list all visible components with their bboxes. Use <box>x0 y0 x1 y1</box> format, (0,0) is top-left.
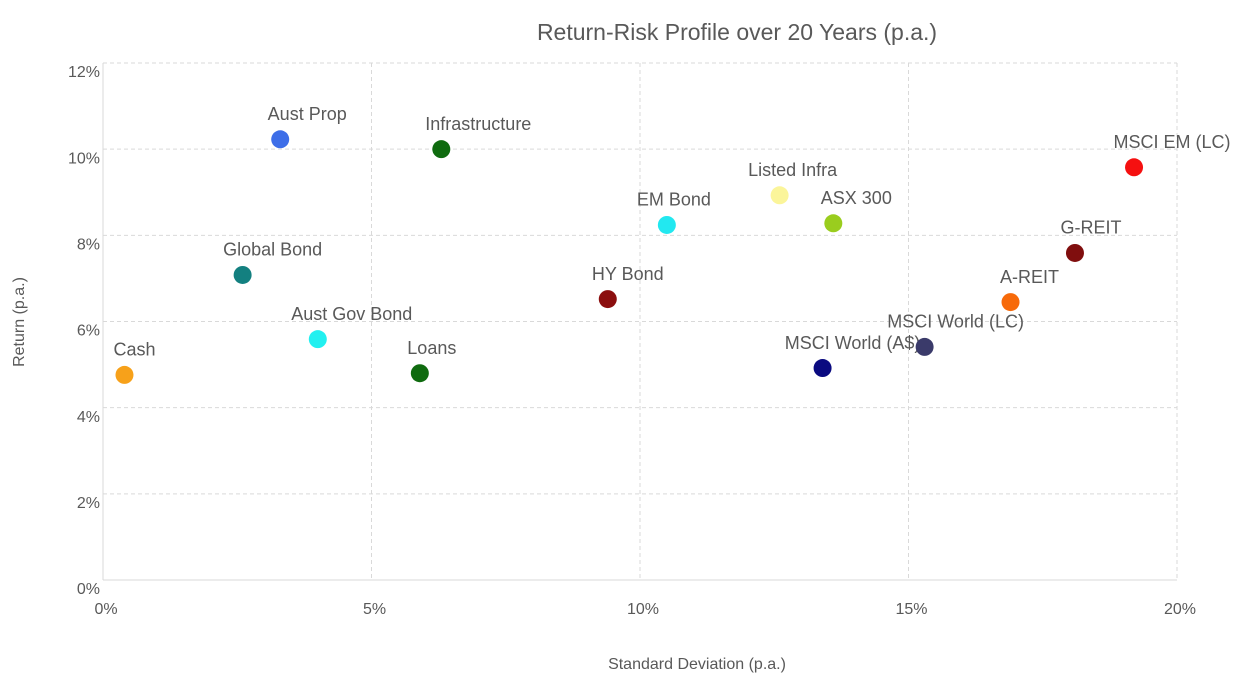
point-label: MSCI EM (LC) <box>1114 132 1231 152</box>
point <box>915 337 934 356</box>
point <box>598 290 617 309</box>
point <box>657 215 676 234</box>
x-tick-label: 0% <box>94 601 117 618</box>
y-tick-label: 6% <box>77 323 100 340</box>
point <box>824 214 843 233</box>
point-label: HY Bond <box>592 264 664 284</box>
point <box>271 130 290 149</box>
y-tick-label: 10% <box>68 150 100 167</box>
point <box>770 186 789 205</box>
point-label: A-REIT <box>1000 267 1059 287</box>
point-label: ASX 300 <box>821 188 892 208</box>
point <box>233 265 252 284</box>
x-tick-label: 5% <box>363 601 386 618</box>
point <box>308 330 327 349</box>
point <box>410 364 429 383</box>
point-label: Aust Gov Bond <box>291 304 412 324</box>
point-label: EM Bond <box>637 190 711 210</box>
point <box>115 365 134 384</box>
point <box>1001 293 1020 312</box>
point <box>432 140 451 159</box>
y-tick-label: 8% <box>77 237 100 254</box>
y-tick-label: 2% <box>77 495 100 512</box>
point <box>1125 158 1144 177</box>
x-tick-label: 15% <box>895 601 927 618</box>
x-tick-label: 20% <box>1164 601 1196 618</box>
chart-title: Return-Risk Profile over 20 Years (p.a.) <box>537 19 937 45</box>
point <box>1065 243 1084 262</box>
point-label: Listed Infra <box>748 160 838 180</box>
x-axis-title: Standard Deviation (p.a.) <box>608 656 786 673</box>
point-label: MSCI World (A$) <box>785 333 921 353</box>
point-label: Infrastructure <box>425 114 531 134</box>
point-label: Loans <box>407 338 456 358</box>
y-tick-label: 4% <box>77 409 100 426</box>
y-tick-label: 0% <box>77 581 100 598</box>
point <box>813 359 832 378</box>
point-label: MSCI World (LC) <box>887 312 1024 332</box>
y-axis-title: Return (p.a.) <box>11 277 28 367</box>
point-label: Cash <box>113 340 155 360</box>
point-label: Global Bond <box>223 240 322 260</box>
point-label: Aust Prop <box>268 104 347 124</box>
point-label: G-REIT <box>1060 218 1121 238</box>
x-tick-label: 10% <box>627 601 659 618</box>
y-tick-label: 12% <box>68 64 100 81</box>
